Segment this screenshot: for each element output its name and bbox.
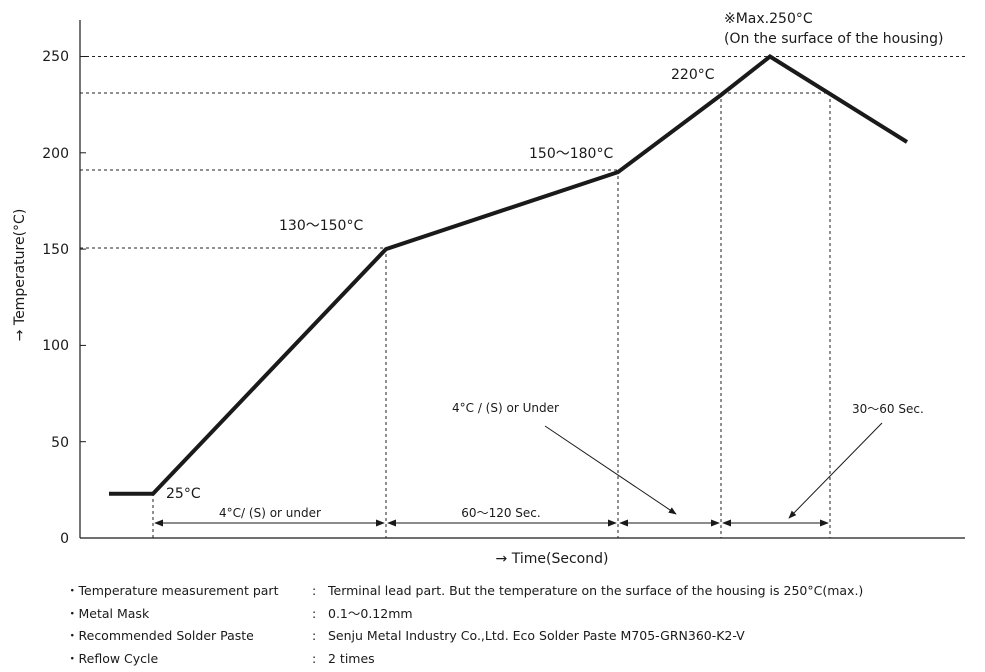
spec-notes: ・Temperature measurement part : Terminal… [66,580,863,670]
note-value: 0.1～0.12mm [328,605,413,621]
note-separator: : [312,605,317,621]
annotation-start: 25°C [166,486,201,502]
y-tick-label: 150 [42,242,69,258]
y-ticks [80,56,86,539]
note-label: ・Reflow Cycle [66,650,159,666]
y-tick-label: 50 [51,435,69,451]
note-row: ・Recommended Solder Paste : Senju Metal … [66,625,863,648]
interval-label-ramp: 4°C/ (S) or under [219,506,321,520]
note-separator: : [312,650,317,666]
annotation-peak-line1: ※Max.250°C [724,11,813,27]
y-axis-title: → Temperature(°C) [12,209,28,342]
note-row: ・Temperature measurement part : Terminal… [66,580,863,603]
note-row: ・Metal Mask : 0.1～0.12mm [66,603,863,626]
note-value: Terminal lead part. But the temperature … [328,583,864,598]
callout-peak-time: 30～60 Sec. [852,402,924,416]
callout-cooling-arrow [544,425,677,515]
annotation-preheat-start: 130～150°C [279,218,363,234]
temperature-profile-line [109,54,909,496]
annotation-reflow: 220°C [671,67,715,83]
note-value: 2 times [328,650,375,666]
note-row: ・Reflow Cycle : 2 times [66,648,863,671]
callout-cooling-rate: 4°C / (S) or Under [452,401,559,415]
note-separator: : [312,583,317,598]
note-separator: : [312,628,317,643]
callout-peak-arrow [788,422,883,519]
reflow-profile-chart: 0 50 100 150 200 250 → Temperature(°C) →… [12,11,965,567]
y-tick-label: 200 [42,146,69,162]
note-label: ・Temperature measurement part [66,583,279,598]
x-axis-title: → Time(Second) [496,551,609,567]
y-tick-label: 0 [60,531,69,547]
note-value: Senju Metal Industry Co.,Ltd. Eco Solder… [328,628,745,643]
note-label: ・Recommended Solder Paste [66,628,254,643]
interval-label-preheat: 60～120 Sec. [461,506,540,520]
annotation-peak-line2: (On the surface of the housing) [724,31,944,47]
y-tick-label: 250 [42,49,69,65]
y-tick-label: 100 [42,338,69,354]
note-label: ・Metal Mask [66,605,150,621]
annotation-preheat-end: 150～180°C [529,146,613,162]
